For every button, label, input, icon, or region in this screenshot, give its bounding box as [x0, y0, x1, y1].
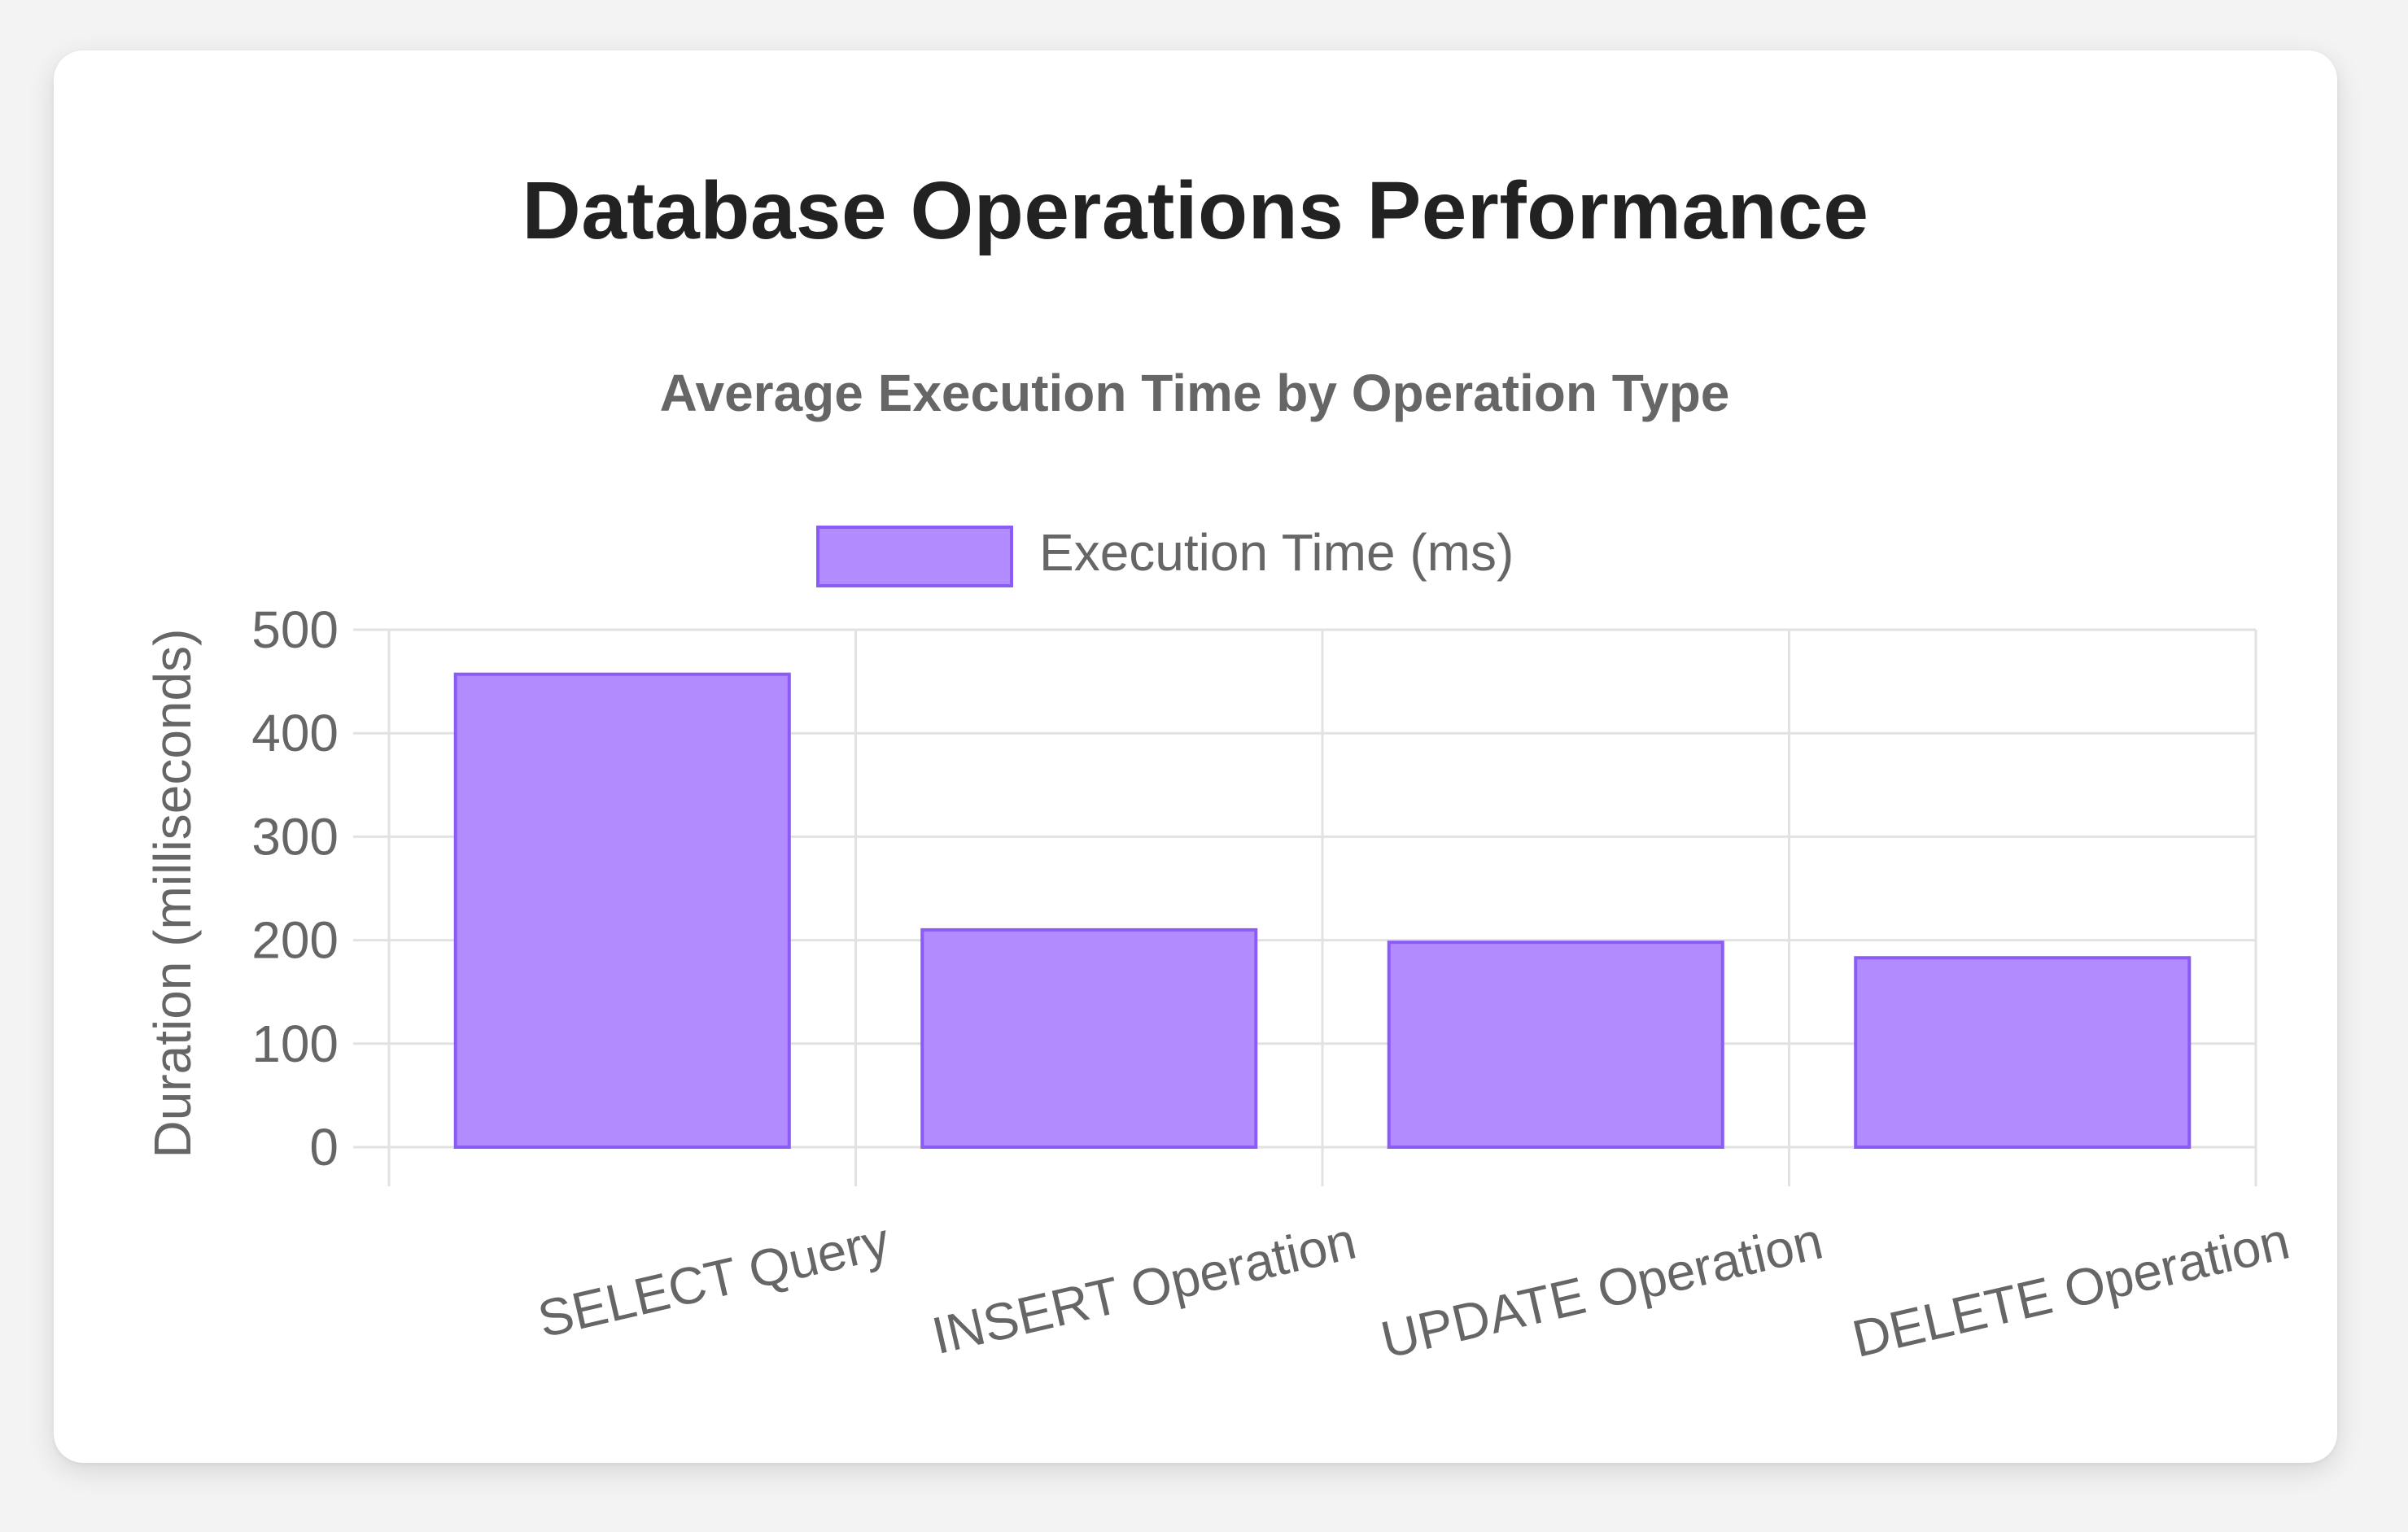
y-tick-label: 300 [251, 807, 339, 866]
y-axis-ticks: 0 100 200 300 400 500 [251, 600, 339, 1176]
x-tick-label: UPDATE Operation [1375, 1211, 1828, 1369]
bar-delete-operation [1854, 956, 2192, 1149]
y-axis-label: Duration (milliseconds) [143, 629, 202, 1159]
y-tick-label: 500 [251, 600, 339, 659]
y-tick-label: 200 [251, 911, 339, 970]
page-title: Database Operations Performance [522, 165, 1869, 256]
y-tick-label: 400 [251, 704, 339, 762]
chart-title: Average Execution Time by Operation Type [660, 364, 1730, 422]
legend[interactable]: Execution Time (ms) [816, 523, 1514, 587]
y-tick-label: 0 [309, 1118, 339, 1176]
bar-update-operation [1387, 941, 1724, 1150]
x-tick-label: INSERT Operation [927, 1211, 1361, 1365]
x-tick-label: DELETE Operation [1847, 1211, 2295, 1368]
chart-card: Database Operations Performance [54, 50, 2337, 1463]
x-tick-label: SELECT Query [532, 1211, 894, 1348]
y-tick-label: 100 [251, 1015, 339, 1073]
legend-swatch [816, 526, 1013, 587]
bars [453, 672, 2192, 1150]
bar-insert-operation [920, 927, 1258, 1149]
legend-label: Execution Time (ms) [1039, 523, 1514, 582]
x-axis-ticks: SELECT Query INSERT Operation UPDATE Opera… [532, 1211, 2294, 1369]
bar-select-query [453, 672, 791, 1149]
